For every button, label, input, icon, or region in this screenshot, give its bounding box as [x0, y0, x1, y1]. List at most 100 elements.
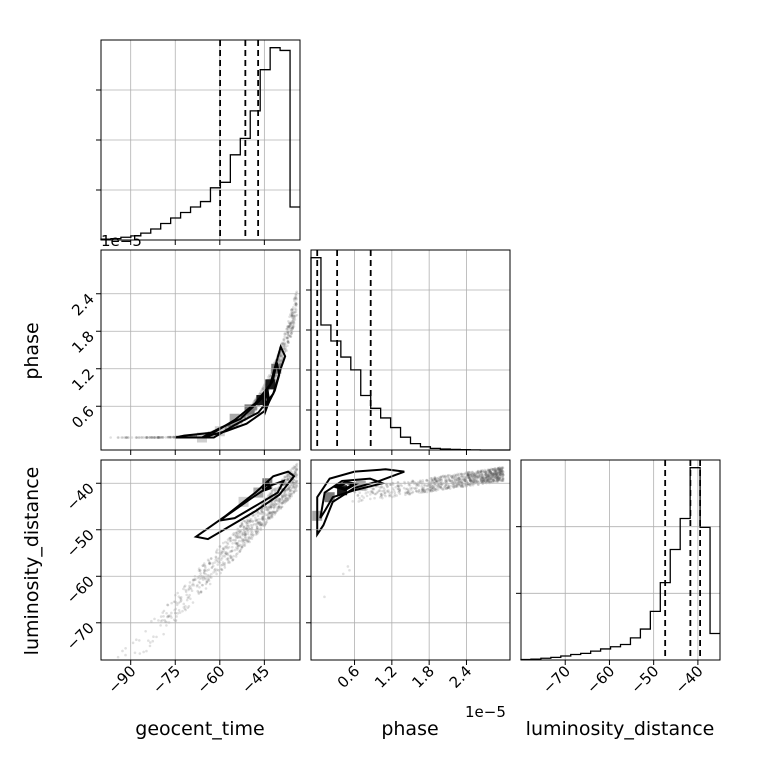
panel-geocent-time-vs-luminosity-distance-sample-point	[197, 591, 201, 594]
panel-geocent-time-vs-phase-sample-point	[287, 325, 291, 328]
panel-phase-vs-luminosity-distance-sample-point	[480, 480, 484, 483]
panel-geocent-time-vs-luminosity-distance-sample-point	[285, 496, 289, 500]
panel-phase-vs-luminosity-distance-sample-point	[419, 491, 423, 494]
panel-phase-vs-luminosity-distance-sample-point	[447, 473, 450, 477]
panel-phase-vs-luminosity-distance-sample-point	[467, 474, 470, 478]
panel-phase-vs-luminosity-distance-sample-point	[358, 497, 361, 500]
panel-phase-vs-luminosity-distance-sample-point	[409, 488, 413, 491]
panel-geocent-time-vs-luminosity-distance-sample-point	[244, 530, 247, 534]
panel-geocent-time-vs-luminosity-distance-sample-point	[159, 615, 163, 618]
panel-geocent-time-vs-luminosity-distance-sample-point	[266, 508, 269, 512]
panel-phase-vs-luminosity-distance-sample-point	[498, 467, 502, 471]
panel-geocent-time-vs-phase-sample-point	[259, 391, 262, 395]
panel-phase-vs-luminosity-distance-sample-point	[496, 473, 499, 477]
panel-phase-vs-luminosity-distance-sample-point	[500, 469, 504, 472]
panel-phase-vs-luminosity-distance-sample-point	[450, 484, 453, 488]
panel-geocent-time-vs-phase-sample-point	[148, 436, 151, 439]
panel-geocent-time-vs-luminosity-distance-sample-point	[190, 583, 194, 587]
panel-geocent-time-vs-phase-sample-point	[137, 436, 141, 439]
panel-phase-vs-luminosity-distance-sample-point	[498, 471, 501, 475]
panel-phase-vs-luminosity-distance-sample-point	[438, 479, 441, 483]
panel-geocent-time-vs-luminosity-distance-sample-point	[295, 462, 299, 466]
panel-geocent-time-vs-luminosity-distance-sample-point	[292, 486, 295, 490]
panel-geocent-time-vs-phase-sample-point	[255, 406, 258, 410]
panel-geocent-time-vs-luminosity-distance-contour-2	[260, 480, 272, 492]
panel-phase-vs-luminosity-distance-sample-point	[479, 470, 483, 473]
panel-geocent-time-vs-luminosity-distance-sample-point	[229, 554, 233, 558]
panel-geocent-time-vs-luminosity-distance-sample-point	[206, 558, 210, 562]
panel-geocent-time-vs-luminosity-distance-sample-point	[281, 494, 284, 497]
panel-geocent-time-vs-phase-sample-point	[290, 332, 293, 335]
panel-phase-vs-luminosity-distance-sample-point	[492, 474, 496, 478]
panel-geocent-time-vs-luminosity-distance-sample-point	[283, 475, 286, 479]
panel-geocent-time-vs-luminosity-distance-sample-point	[254, 519, 258, 523]
panel-geocent-time-vs-luminosity-distance-sample-point	[266, 505, 269, 509]
panel-geocent-time-vs-phase-sample-point	[279, 359, 283, 363]
panel-phase-vs-luminosity-distance-sample-point	[460, 478, 464, 481]
panel-phase-vs-luminosity-distance-sample-point	[468, 478, 472, 481]
panel-geocent-time-vs-luminosity-distance-sample-point	[278, 497, 282, 501]
panel-phase-vs-luminosity-distance-sample-point	[488, 474, 492, 478]
panel-geocent-time-vs-luminosity-distance-scatter	[116, 462, 299, 659]
panel-phase-vs-luminosity-distance-sample-point	[484, 471, 488, 474]
panel-geocent-time-vs-luminosity-distance-sample-point	[293, 466, 297, 469]
panel-phase-vs-luminosity-distance-sample-point	[489, 470, 492, 474]
panel-geocent-time-vs-luminosity-distance-sample-point	[240, 545, 244, 549]
panel-phase-vs-luminosity-distance-sample-point	[491, 478, 495, 482]
panel-phase-vs-luminosity-distance-sample-point	[346, 565, 350, 568]
panel-phase-vs-luminosity-distance-sample-point	[484, 476, 488, 479]
panel-geocent-time-vs-phase-sample-point	[267, 375, 270, 379]
panel-phase-vs-luminosity-distance-sample-point	[501, 477, 505, 481]
panel-geocent-time-vs-luminosity-distance-sample-point	[223, 545, 227, 549]
panel-geocent-time-vs-luminosity-distance-sample-point	[170, 601, 173, 605]
panel-geocent-time-vs-luminosity-distance-sample-point	[270, 511, 274, 514]
panel-geocent-time-vs-luminosity-distance-sample-point	[164, 620, 167, 623]
panel-geocent-time-vs-luminosity-distance-sample-point	[277, 500, 280, 503]
panel-geocent-time-vs-luminosity-distance-sample-point	[189, 597, 192, 601]
panel-phase-vs-luminosity-distance-sample-point	[488, 474, 491, 478]
panel-geocent-time-vs-luminosity-distance-sample-point	[276, 486, 280, 490]
panel-phase-vs-luminosity-distance-sample-point	[446, 483, 449, 486]
panel-geocent-time-vs-luminosity-distance-sample-point	[243, 542, 247, 545]
panel-phase-vs-luminosity-distance-sample-point	[458, 477, 461, 481]
panel-geocent-time-vs-luminosity-distance-sample-point	[244, 532, 247, 536]
panel-geocent-time-vs-luminosity-distance-sample-point	[282, 493, 286, 497]
panel-geocent-time-vs-phase-sample-point	[290, 331, 293, 335]
panel-phase-vs-luminosity-distance-sample-point	[497, 478, 501, 482]
panel-phase-vs-luminosity-distance-sample-point	[359, 499, 363, 502]
panel-geocent-time-vs-luminosity-distance-sample-point	[294, 485, 298, 488]
panel-geocent-time-vs-phase-sample-point	[277, 360, 281, 364]
panel-phase-vs-luminosity-distance-sample-point	[486, 474, 490, 477]
panel-geocent-time-vs-luminosity-distance-sample-point	[131, 641, 135, 645]
panel-phase-vs-luminosity-distance-sample-point	[430, 484, 434, 488]
panel-phase-vs-luminosity-distance-sample-point	[486, 477, 490, 481]
panel-phase-vs-luminosity-distance-sample-point	[495, 475, 499, 479]
panel-phase-vs-luminosity-distance-sample-point	[481, 479, 485, 483]
panel-phase-vs-luminosity-distance-sample-point	[500, 469, 504, 473]
panel-phase-vs-luminosity-distance-sample-point	[459, 475, 463, 479]
panel-geocent-time-vs-luminosity-distance-sample-point	[290, 470, 293, 473]
panel-geocent-time-vs-luminosity-distance-sample-point	[270, 488, 274, 492]
panel-phase-vs-luminosity-distance-sample-point	[405, 487, 409, 491]
panel-phase-vs-luminosity-distance-sample-point	[380, 494, 384, 498]
panel-geocent-time-vs-luminosity-distance-sample-point	[220, 568, 224, 571]
panel-geocent-time-vs-phase-sample-point	[295, 290, 298, 294]
panel-geocent-time-vs-luminosity-distance-sample-point	[288, 489, 292, 492]
panel-phase-vs-luminosity-distance-sample-point	[356, 493, 360, 497]
panel-geocent-time-vs-luminosity-distance-sample-point	[216, 557, 220, 561]
panel-phase-vs-luminosity-distance-sample-point	[468, 473, 471, 477]
panel-phase-vs-luminosity-distance-sample-point	[481, 475, 484, 478]
panel-phase-vs-luminosity-distance-sample-point	[438, 485, 442, 488]
panel-phase-vs-luminosity-distance-sample-point	[430, 486, 434, 490]
panel-geocent-time-vs-luminosity-distance-sample-point	[280, 501, 284, 505]
panel-geocent-time-vs-luminosity-distance-sample-point	[287, 491, 291, 495]
panel-phase-vs-luminosity-distance-sample-point	[469, 479, 472, 483]
panel-geocent-time-vs-luminosity-distance-sample-point	[249, 520, 252, 523]
panel-geocent-time-vs-phase-sample-point	[283, 335, 287, 339]
panel-geocent-time-vs-luminosity-distance-sample-point	[286, 477, 289, 481]
panel-phase-vs-luminosity-distance-sample-point	[417, 484, 421, 487]
panel-geocent-time-vs-phase-sample-point	[294, 303, 298, 306]
panel-geocent-time-vs-phase-sample-point	[288, 324, 292, 328]
panel-phase-vs-luminosity-distance-sample-point	[487, 469, 491, 473]
panel-geocent-time-vs-phase-sample-point	[282, 342, 285, 346]
